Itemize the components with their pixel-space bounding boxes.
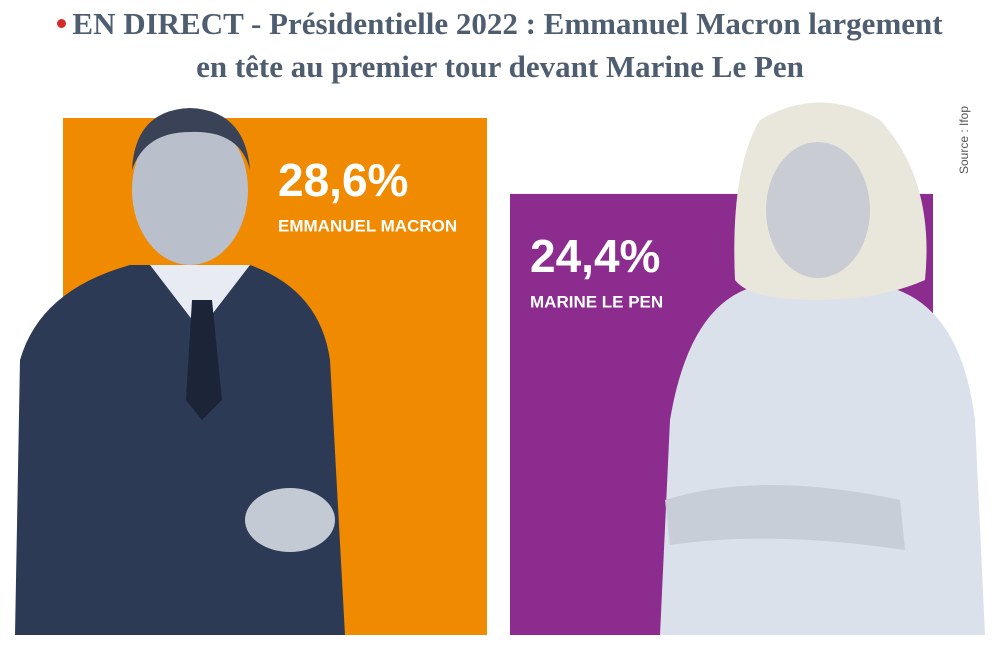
source: Source : Ifop: [957, 106, 971, 174]
photo-tie: [186, 300, 222, 420]
photo-arms: [665, 485, 905, 550]
chart-title: EN DIRECT - Présidentielle 2022 : Emmanu…: [72, 6, 943, 84]
value-label: 28,6%: [278, 154, 408, 206]
candidate-name: EMMANUEL MACRON: [278, 216, 457, 235]
photo-hands: [245, 488, 335, 552]
photo-body: [660, 285, 985, 635]
photos: [15, 102, 985, 635]
photo-head: [132, 115, 248, 265]
candidate-name: MARINE LE PEN: [530, 292, 663, 311]
photo-head: [766, 142, 870, 278]
live-dot: [57, 19, 67, 29]
photo-body: [15, 265, 345, 635]
photo-shirt: [150, 265, 250, 330]
headline: EN DIRECT - Présidentielle 2022 : Emmanu…: [40, 2, 960, 88]
photo-hair: [132, 108, 250, 170]
value-label: 24,4%: [530, 230, 660, 282]
